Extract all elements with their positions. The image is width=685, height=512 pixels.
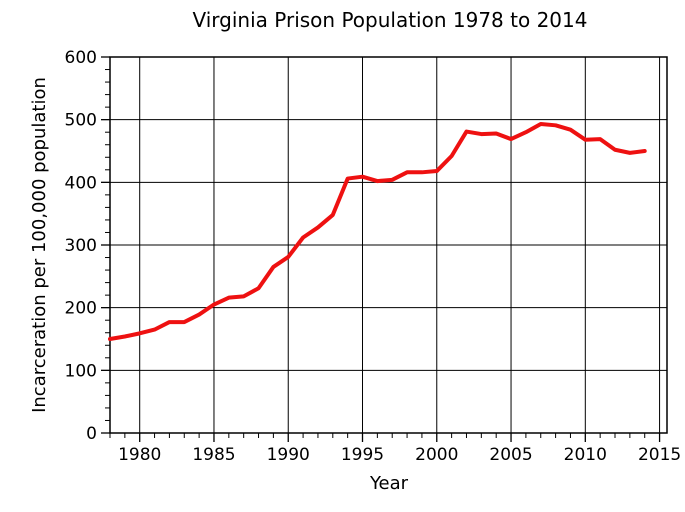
y-tick-label: 400 — [65, 173, 97, 193]
x-tick-label: 2005 — [489, 445, 532, 465]
y-tick-labels: 0 100 200 300 400 500 600 — [65, 48, 97, 444]
y-tick-label: 300 — [65, 236, 97, 256]
x-tick-labels: 1980 1985 1990 1995 2000 2005 2010 2015 — [118, 445, 681, 465]
grid — [110, 57, 667, 433]
x-tick-label: 2000 — [415, 445, 458, 465]
series-line — [108, 122, 647, 341]
x-tick-label: 1985 — [192, 445, 235, 465]
x-tick-label: 2010 — [564, 445, 607, 465]
x-tick-label: 2015 — [638, 445, 681, 465]
x-axis-label: Year — [369, 473, 409, 494]
axis-ticks — [101, 56, 661, 442]
x-tick-label: 1990 — [267, 445, 310, 465]
x-tick-label: 1980 — [118, 445, 161, 465]
y-tick-label: 200 — [65, 299, 97, 319]
y-tick-label: 100 — [65, 361, 97, 381]
y-axis-label: Incarceration per 100,000 population — [29, 77, 50, 413]
y-tick-label: 0 — [86, 424, 97, 444]
chart-title: Virginia Prison Population 1978 to 2014 — [193, 8, 588, 32]
y-tick-label: 600 — [65, 48, 97, 68]
y-tick-label: 500 — [65, 111, 97, 131]
x-tick-label: 1995 — [341, 445, 384, 465]
